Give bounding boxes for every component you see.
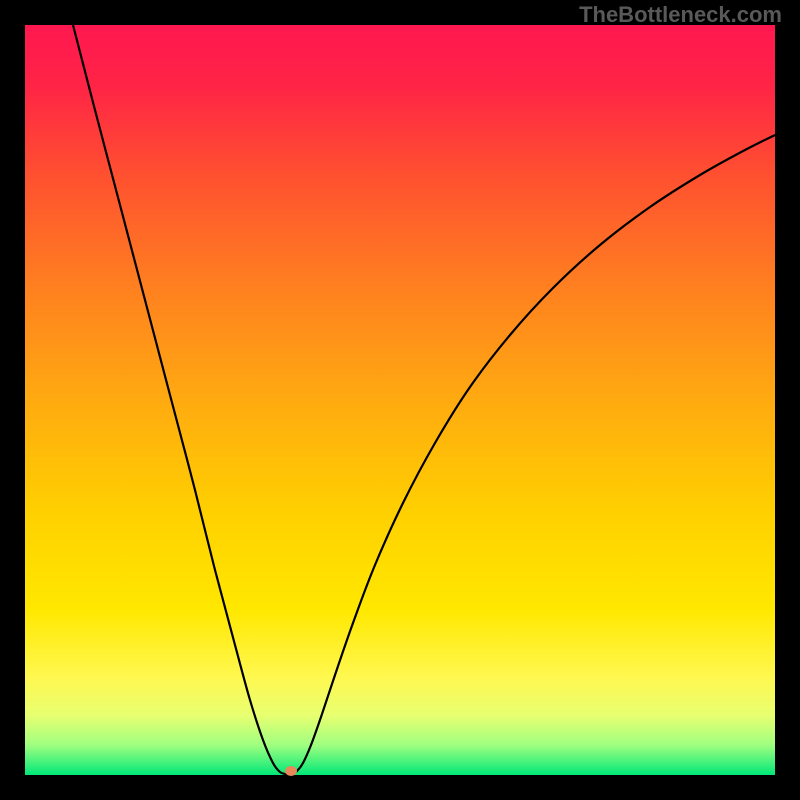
- watermark-text: TheBottleneck.com: [579, 2, 782, 28]
- plot-area: [25, 25, 775, 775]
- minimum-marker: [285, 766, 297, 776]
- chart-container: TheBottleneck.com: [0, 0, 800, 800]
- curve-line: [25, 25, 775, 775]
